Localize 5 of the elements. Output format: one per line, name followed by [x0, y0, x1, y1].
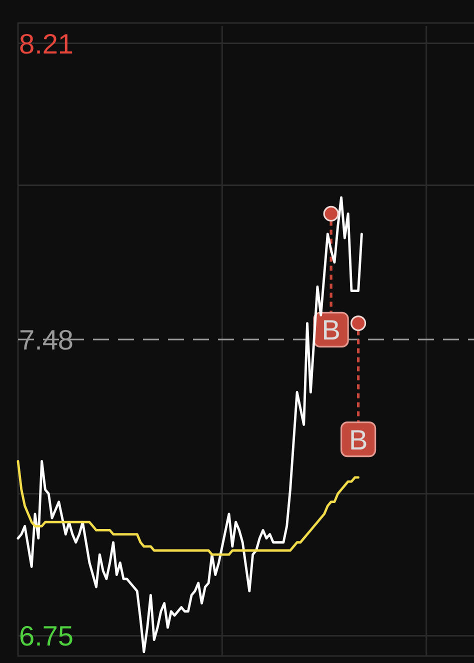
- annotation: B: [348, 424, 368, 456]
- y-tick-label: 8.21: [19, 28, 74, 60]
- line-series: [16, 460, 360, 556]
- annotation: B: [322, 314, 340, 346]
- y-tick-label: 6.75: [19, 620, 74, 652]
